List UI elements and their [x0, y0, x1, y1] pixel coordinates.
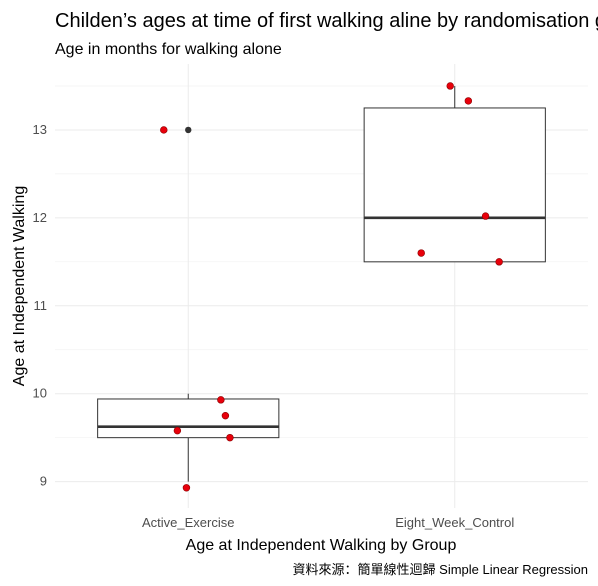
box-outlier-point [185, 126, 192, 134]
x-axis-title: Age at Independent Walking by Group [186, 537, 457, 554]
y-tick-label: 12 [33, 210, 47, 225]
chart-caption: 資料來源：簡單線性迴歸 Simple Linear Regression [293, 562, 588, 577]
y-tick-label: 11 [34, 298, 48, 313]
box-layer [97, 85, 546, 482]
y-tick-label: 9 [40, 474, 47, 489]
box-iqr [97, 398, 280, 439]
tick-layer: 9 10 11 12 13 Active_Exercise Eight_Week_Contr… [33, 122, 515, 530]
data-point [217, 396, 225, 404]
data-point [464, 97, 473, 105]
data-point [481, 212, 490, 220]
y-axis-title: Age at Independent Walking [11, 186, 28, 386]
data-point [173, 426, 182, 435]
data-point [160, 126, 168, 134]
x-tick-label: Eight_Week_Control [395, 515, 514, 530]
data-point [417, 249, 425, 257]
x-tick-label: Active_Exercise [142, 515, 234, 530]
y-tick-label: 10 [33, 386, 47, 401]
y-tick-label: 13 [33, 122, 47, 137]
data-point [221, 411, 230, 420]
data-point [226, 433, 234, 442]
data-point [182, 484, 191, 492]
point-layer [160, 82, 503, 492]
box-iqr [363, 107, 546, 263]
chart-subtitle: Age in months for walking alone [55, 41, 282, 58]
data-point [495, 258, 503, 266]
chart-title: Childen’s ages at time of first walking … [55, 10, 598, 32]
data-point [446, 82, 454, 90]
